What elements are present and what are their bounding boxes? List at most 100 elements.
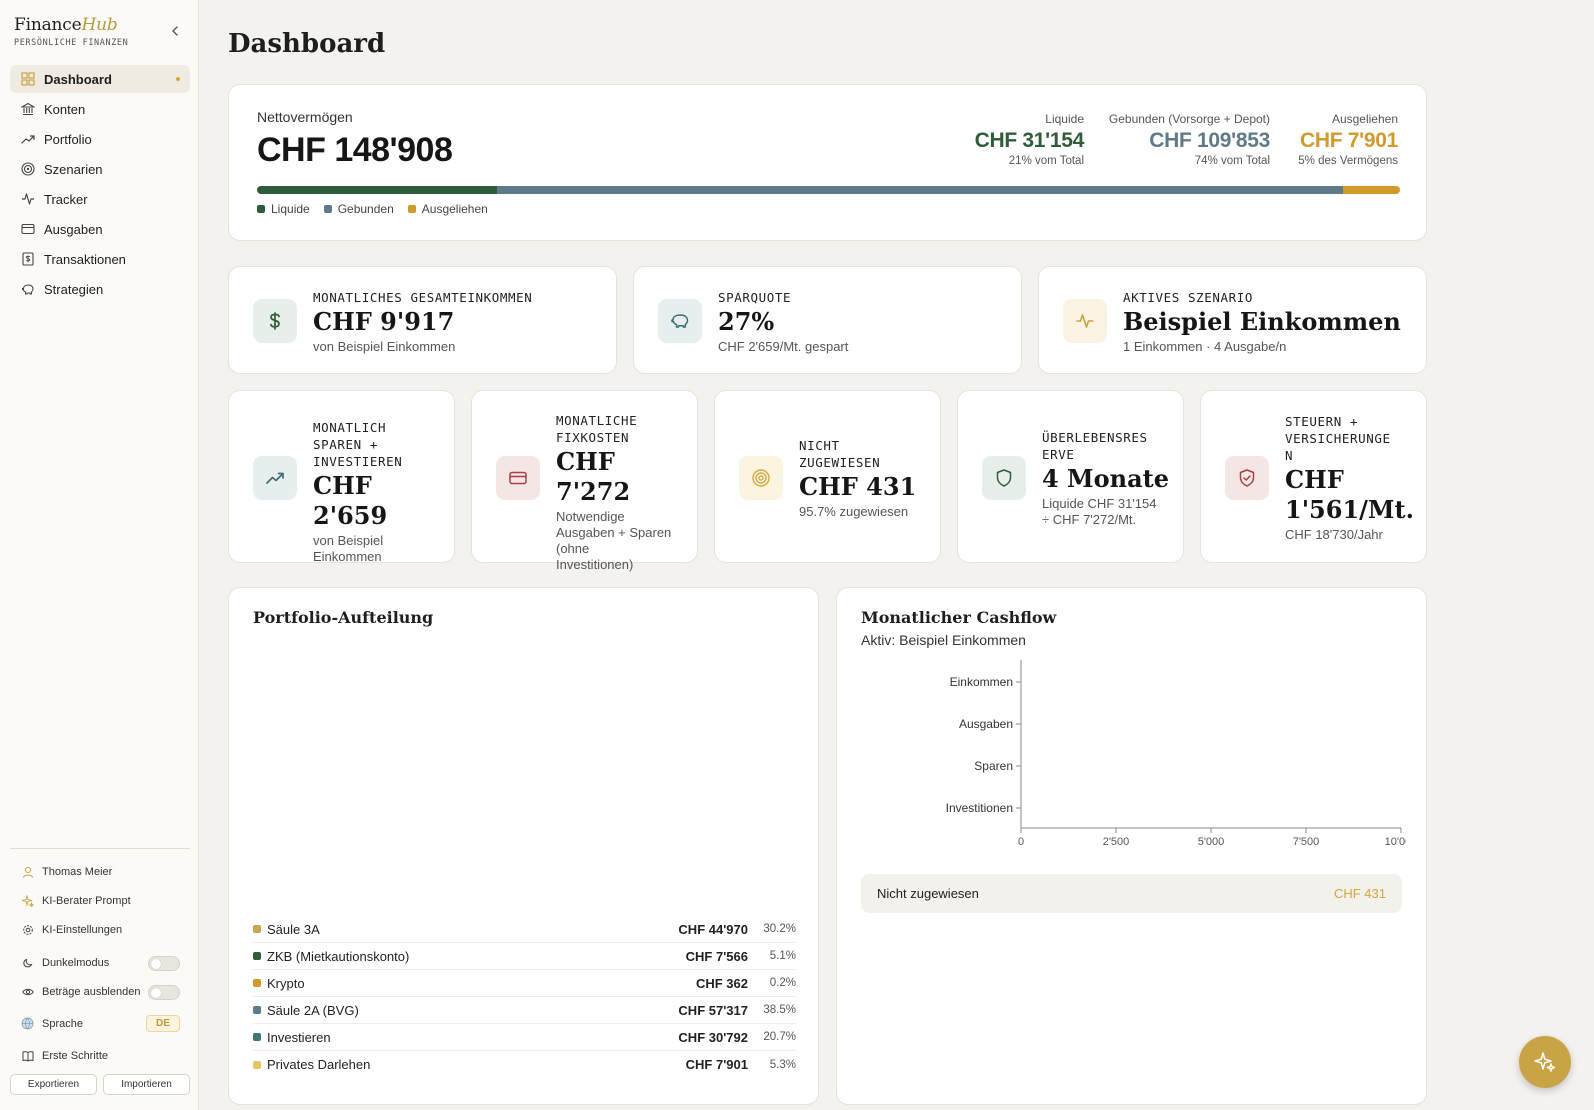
portfolio-list: Säule 3A CHF 44'970 30.2% ZKB (Mietkauti…	[253, 916, 796, 1078]
portfolio-row[interactable]: Säule 3A CHF 44'970 30.2%	[253, 916, 796, 943]
trending-up-icon	[21, 132, 35, 146]
nav-label: Szenarien	[44, 161, 103, 177]
portfolio-item-percent: 5.3%	[769, 1058, 796, 1071]
liquid-share: 21% vom Total	[1008, 155, 1084, 167]
dark-mode-toggle[interactable]	[148, 956, 180, 971]
stat-sub: CHF 2'659/Mt. gespart	[718, 339, 849, 354]
stat-card-income: MONATLICHES GESAMTEINKOMMEN CHF 9'917 vo…	[228, 266, 617, 374]
unassigned-row: Nicht zugewiesen CHF 431	[861, 874, 1402, 913]
stat-card-monthly-savings: MONATLICH SPAREN + INVESTIEREN CHF 2'659 v…	[228, 390, 455, 565]
nav-item-strategien[interactable]: Strategien	[10, 275, 190, 303]
nav-item-szenarien[interactable]: Szenarien	[10, 155, 190, 183]
nav-item-konten[interactable]: Konten	[10, 95, 190, 123]
hide-amounts-toggle[interactable]	[148, 985, 180, 1000]
sparkles-icon	[1534, 1052, 1556, 1072]
unassigned-value: CHF 431	[1333, 886, 1386, 901]
dark-mode-row: Dunkelmodus	[10, 948, 190, 977]
stat-card-unassigned: NICHT ZUGEWIESEN CHF 431 95.7% zugewiesen	[714, 390, 941, 563]
user-profile[interactable]: Thomas Meier	[10, 857, 190, 886]
portfolio-row[interactable]: Krypto CHF 362 0.2%	[253, 970, 796, 997]
portfolio-item-percent: 5.1%	[769, 950, 796, 962]
shield-icon	[982, 456, 1026, 500]
bound-share: 74% vom Total	[1194, 155, 1270, 167]
cashflow-chart: Einkommen Ausgaben Sparen Investitionen 0 2'5…	[946, 660, 1406, 848]
net-worth-lent: Ausgeliehen CHF 7'901 5% des Vermögens	[1298, 112, 1398, 167]
portfolio-item-percent: 0.2%	[769, 977, 796, 989]
portfolio-item-value: CHF 57'317	[678, 1002, 748, 1018]
nav-item-portfolio[interactable]: Portfolio	[10, 125, 190, 153]
bar-segment-liquid	[257, 186, 498, 194]
portfolio-item-value: CHF 30'792	[678, 1029, 748, 1045]
portfolio-row[interactable]: Privates Darlehen CHF 7'901 5.3%	[253, 1051, 796, 1078]
globe-icon	[21, 1017, 34, 1030]
stat-label: SPARQUOTE	[718, 290, 792, 305]
portfolio-row[interactable]: ZKB (Mietkautionskonto) CHF 7'566 5.1%	[253, 943, 796, 970]
receipt-icon	[21, 252, 35, 266]
portfolio-item-value: CHF 7'566	[685, 948, 748, 964]
ai-prompt-link[interactable]: KI-Berater Prompt	[10, 886, 190, 915]
export-button[interactable]: Exportieren	[10, 1074, 97, 1095]
activity-icon	[21, 192, 35, 206]
stat-sub: Liquide CHF 31'154 ÷ CHF 7'272/Mt.	[1042, 496, 1157, 527]
stat-label: ÜBERLEBENSRES ERVE	[1042, 430, 1148, 462]
color-swatch	[253, 979, 261, 987]
bound-label: Gebunden (Vorsorge + Depot)	[1108, 112, 1270, 126]
language-selector[interactable]: DE	[146, 1015, 180, 1032]
ai-assistant-button[interactable]	[1519, 1036, 1571, 1088]
getting-started-link[interactable]: Erste Schritte	[10, 1041, 190, 1070]
brand-logo[interactable]: FinanceHub PERSÖNLICHE FINANZEN	[14, 15, 128, 48]
portfolio-row[interactable]: Säule 2A (BVG) CHF 57'317 38.5%	[253, 997, 796, 1024]
credit-card-icon	[496, 456, 540, 500]
nav-item-ausgaben[interactable]: Ausgaben	[10, 215, 190, 243]
liquid-value: CHF 31'154	[974, 129, 1085, 152]
stat-value: CHF 431	[799, 472, 917, 501]
stat-label: MONATLICHES GESAMTEINKOMMEN	[313, 290, 533, 305]
legend-item-bound: Gebunden	[323, 202, 394, 216]
stat-sub: Notwendige Ausgaben + Sparen (ohne Investit…	[556, 509, 672, 572]
nav-label: Transaktionen	[44, 251, 126, 267]
stat-label: NICHT ZUGEWIESEN	[799, 438, 881, 470]
nav-item-transaktionen[interactable]: Transaktionen	[10, 245, 190, 273]
x-tick-label: 5'000	[1198, 836, 1225, 848]
collapse-sidebar-button[interactable]	[166, 22, 184, 40]
portfolio-row[interactable]: Investieren CHF 30'792 20.7%	[253, 1024, 796, 1051]
portfolio-item-name: Privates Darlehen	[267, 1057, 371, 1072]
stat-label: AKTIVES SZENARIO	[1123, 290, 1254, 305]
stat-fixed-costs-text: MONATLICHE FIXKOSTEN CHF 7'272 Notwendige…	[556, 412, 697, 573]
getting-started-label: Erste Schritte	[42, 1049, 109, 1062]
liquid-label: Liquide	[1045, 112, 1084, 126]
nav-item-dashboard[interactable]: Dashboard	[10, 65, 190, 93]
import-button[interactable]: Importieren	[103, 1074, 190, 1095]
nav-item-tracker[interactable]: Tracker	[10, 185, 190, 213]
stat-value: CHF 7'272	[556, 447, 631, 506]
ai-settings-link[interactable]: KI-Einstellungen	[10, 915, 190, 944]
x-tick-label: 0	[1018, 836, 1024, 848]
net-worth-value: CHF 148'908	[257, 131, 453, 169]
stat-value: Beispiel Einkommen	[1123, 307, 1401, 336]
gear-icon	[21, 923, 34, 936]
color-swatch	[253, 1033, 261, 1041]
stat-value: CHF 1'561/Mt.	[1285, 465, 1414, 524]
stat-card-taxes-insurance: STEUERN + VERSICHERUNGE N CHF 1'561/Mt. CHF…	[1200, 390, 1427, 563]
stat-value: CHF 2'659	[313, 471, 388, 530]
stat-value: 27%	[718, 307, 775, 336]
ai-prompt-label: KI-Berater Prompt	[42, 894, 131, 907]
color-swatch	[253, 1060, 261, 1069]
y-tick-label: Investitionen	[946, 801, 1013, 815]
stat-survival-text: ÜBERLEBENSRES ERVE 4 Monate Liquide CHF 3…	[1042, 429, 1169, 528]
stat-monthly-savings-text: MONATLICH SPAREN + INVESTIEREN CHF 2'659 v…	[313, 419, 454, 565]
lent-label: Ausgeliehen	[1331, 112, 1398, 126]
target-icon	[21, 162, 35, 176]
color-swatch	[253, 925, 261, 933]
legend-item-lent: Ausgeliehen	[407, 202, 488, 216]
portfolio-item-value: CHF 362	[695, 975, 748, 991]
lent-share: 5% des Vermögens	[1298, 155, 1398, 167]
portfolio-item-name: ZKB (Mietkautionskonto)	[267, 948, 410, 964]
net-worth-card: Nettovermögen CHF 148'908 Liquide CHF 31…	[228, 84, 1427, 241]
stat-sub: CHF 18'730/Jahr	[1285, 527, 1383, 542]
dollar-icon	[253, 299, 297, 343]
stat-label: MONATLICH SPAREN + INVESTIEREN	[313, 420, 403, 469]
portfolio-item-value: CHF 7'901	[685, 1057, 748, 1072]
active-indicator	[176, 77, 180, 81]
piggy-bank-icon	[658, 299, 702, 343]
